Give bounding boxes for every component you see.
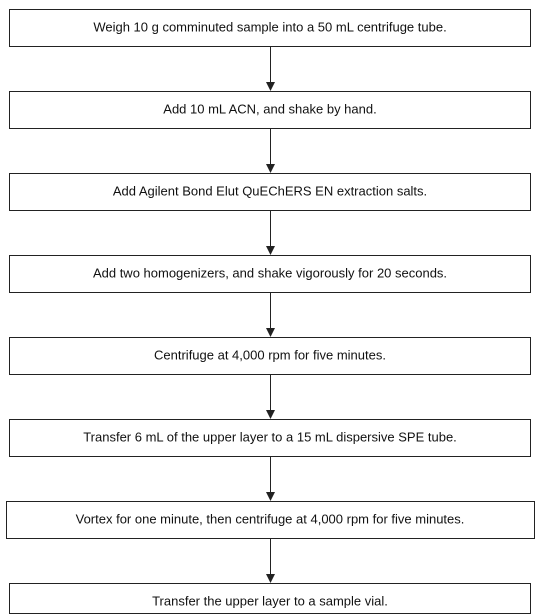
step-text: Centrifuge at 4,000 rpm for five minutes… [154,347,386,362]
arrow-head [266,574,275,583]
step-text: Add Agilent Bond Elut QuEChERS EN extrac… [113,183,427,198]
step-text: Weigh 10 g comminuted sample into a 50 m… [93,19,446,34]
step-box [9,91,531,129]
step-text: Add two homogenizers, and shake vigorous… [93,265,447,280]
step-box [9,255,531,293]
step-box [9,419,531,457]
arrow-head [266,328,275,337]
step-box [9,337,531,375]
step-box [9,9,531,47]
step-text: Add 10 mL ACN, and shake by hand. [163,101,376,116]
arrow-head [266,82,275,91]
arrow-head [266,492,275,501]
arrow-head [266,164,275,173]
step-text: Vortex for one minute, then centrifuge a… [76,511,465,526]
step-box [9,583,531,614]
arrow-head [266,246,275,255]
step-text: Transfer 6 mL of the upper layer to a 15… [83,429,457,444]
arrow-head [266,410,275,419]
step-box [9,173,531,211]
step-text: Transfer the upper layer to a sample via… [152,593,388,608]
step-box [6,501,535,539]
